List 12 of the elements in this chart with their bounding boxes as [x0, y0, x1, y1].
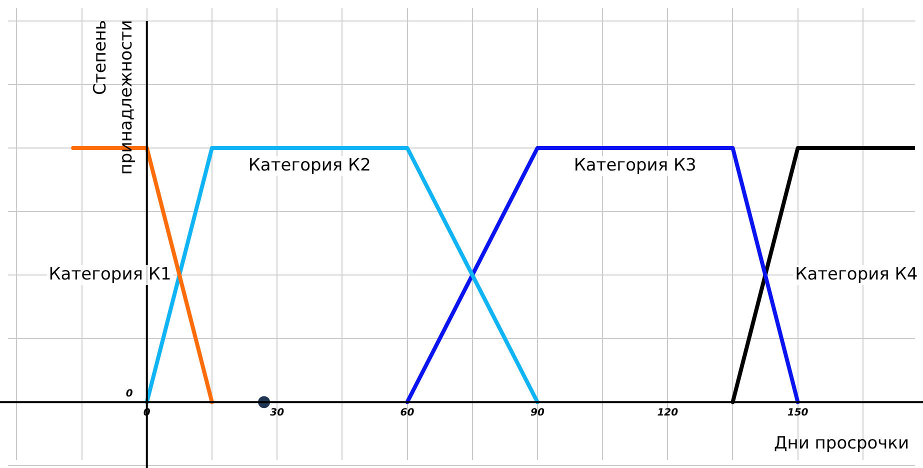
x-tick-label: 90 — [530, 408, 544, 419]
x-tick-label: 150 — [787, 408, 808, 419]
series-label: Категория К2 — [248, 155, 371, 176]
annotation: 0 — [126, 388, 133, 400]
x-tick-label: 30 — [270, 408, 284, 419]
x-axis-title: Дни просрочки — [774, 433, 909, 454]
y-axis-title: Степень принадлежности — [90, 20, 136, 175]
x-tick-label: 60 — [400, 408, 414, 419]
series-label: Категория К4 — [795, 264, 918, 284]
series-label: Категория К1 — [48, 264, 172, 284]
series-label: Категория К3 — [574, 155, 696, 176]
x-tick-label: 120 — [657, 408, 678, 419]
